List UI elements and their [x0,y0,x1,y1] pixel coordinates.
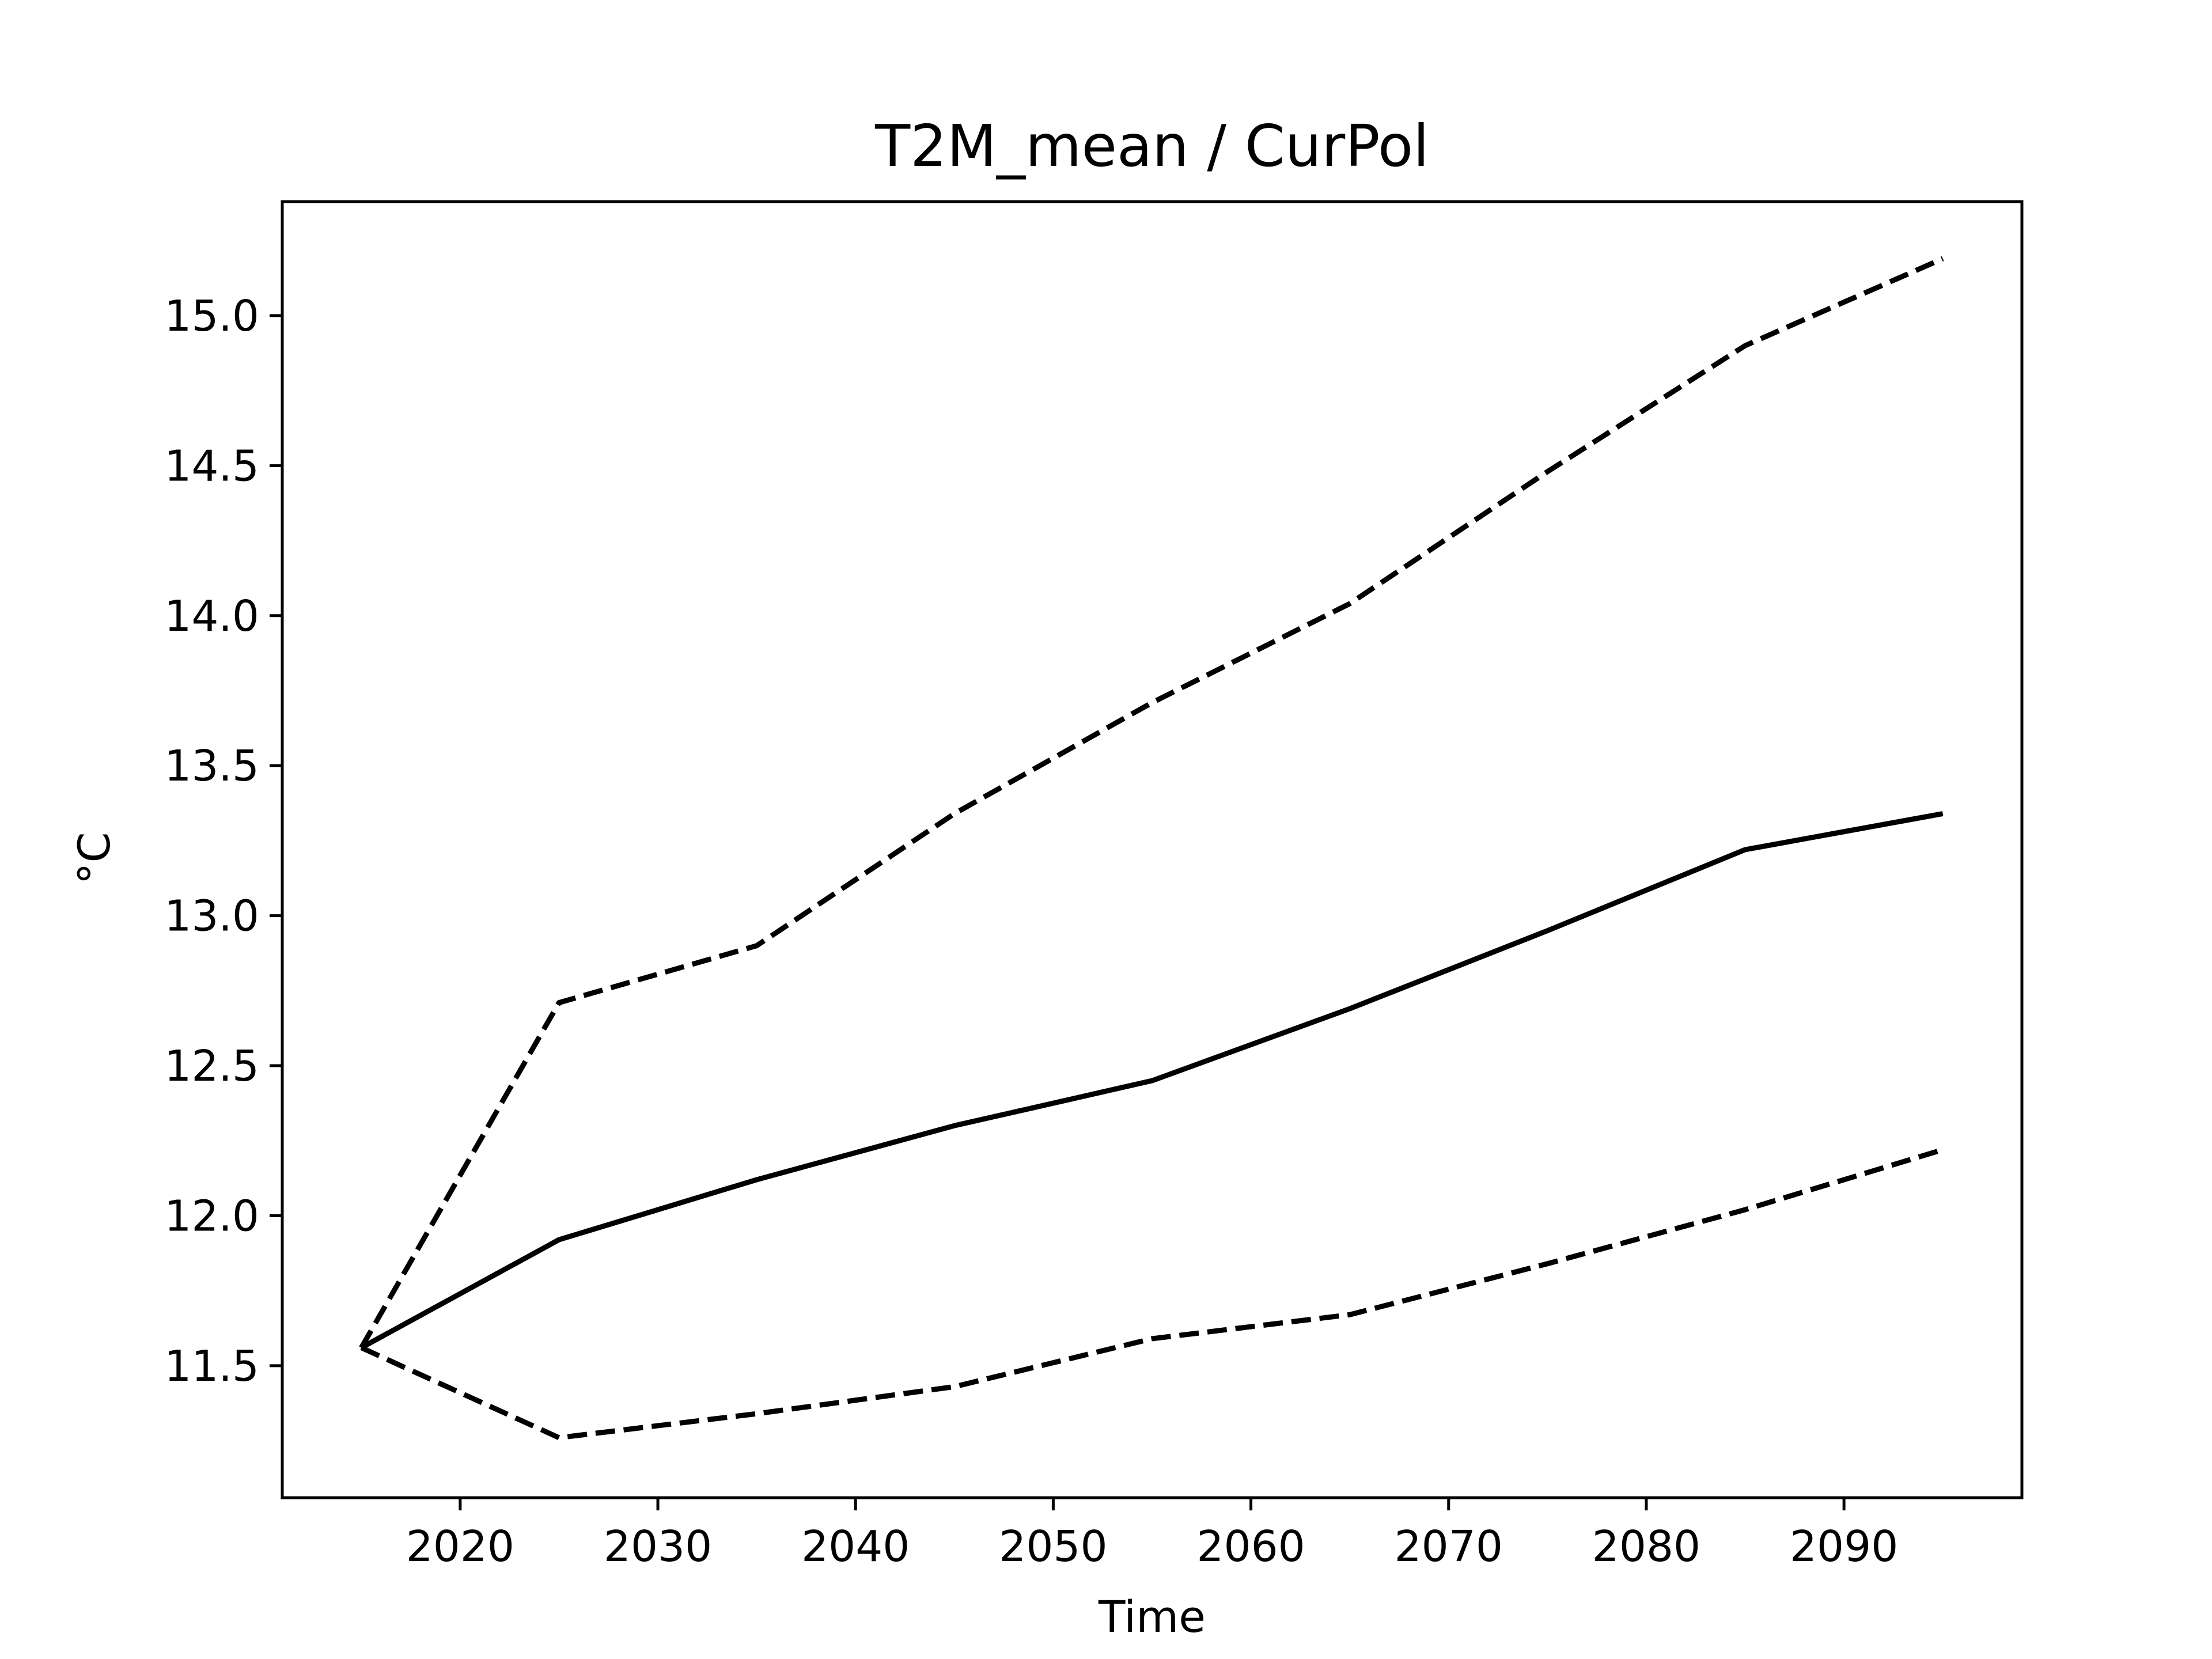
x-tick-label: 2020 [406,1522,514,1571]
series-lower-bound-line [360,1147,1944,1441]
x-tick-label: 2090 [1790,1522,1898,1571]
y-tick-label: 14.0 [164,592,259,641]
y-tick-label: 13.0 [164,892,259,941]
x-tick-label: 2030 [604,1522,712,1571]
y-tick-label: 12.0 [164,1191,259,1241]
y-tick-label: 12.5 [164,1041,259,1091]
x-axis-title: Time [1098,1591,1206,1642]
x-tick-label: 2040 [801,1522,910,1571]
x-tick-label: 2080 [1592,1522,1700,1571]
x-axis: 2020 2030 2040 2050 2060 2070 2080 2090 [406,1498,1898,1571]
series-mean-line [360,811,1944,1350]
y-tick-label: 15.0 [164,291,259,341]
y-tick-label: 13.5 [164,741,259,791]
y-axis: 11.5 12.0 12.5 13.0 13.5 14.0 14.5 15.0 [164,291,282,1391]
y-axis-title: °C [69,832,120,884]
y-tick-label: 14.5 [164,441,259,491]
plot-frame [281,200,2024,1499]
x-tick-label: 2070 [1395,1522,1503,1571]
x-tick-label: 2050 [999,1522,1107,1571]
y-tick-label: 11.5 [164,1342,259,1391]
chart-title: T2M_mean / CurPol [874,112,1429,180]
x-tick-label: 2060 [1196,1522,1305,1571]
series-upper-bound-line [359,256,1944,1349]
